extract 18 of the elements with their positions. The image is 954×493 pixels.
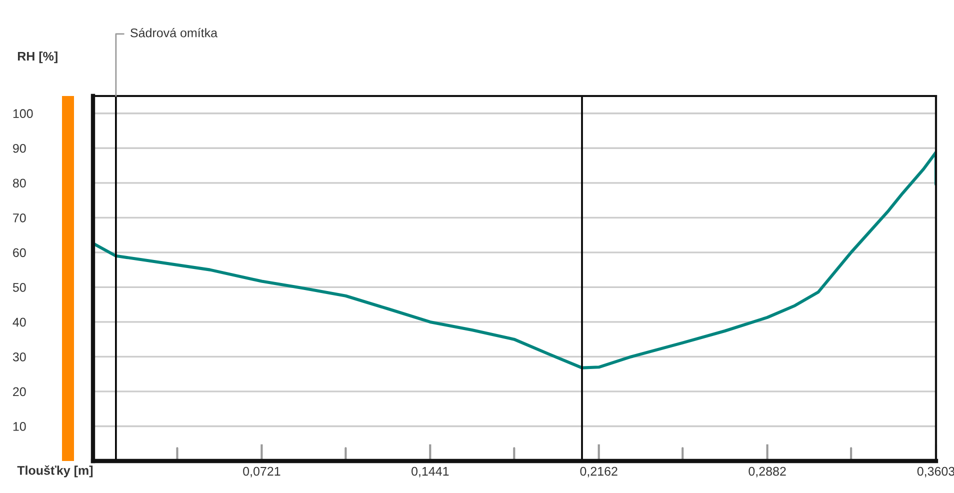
y-tick-label: 70: [13, 213, 26, 222]
x-tick-label: 0,1441: [412, 466, 449, 478]
y-axis-title: RH [%]: [18, 52, 58, 64]
y-tick-label: 40: [12, 318, 26, 327]
x-axis-title: Tloušťky [m]: [17, 465, 93, 478]
x-tick-label: 0,2162: [580, 466, 618, 478]
y-tick-label: 20: [13, 387, 26, 396]
y-tick-label: 100: [13, 109, 33, 118]
y-tick-label: 30: [12, 352, 26, 362]
y-tick-label: 60: [13, 248, 26, 258]
y-tick-label: 50: [12, 282, 26, 292]
x-tick-label: 0,0721: [243, 466, 280, 478]
ref-line-label: Sádrová omítka: [130, 28, 218, 38]
line-series: [93, 150, 936, 370]
x-tick-label: 0,2882: [748, 466, 786, 478]
y-tick-label: 10: [13, 422, 26, 431]
y-tick-label: 80: [12, 178, 26, 188]
y-tick-label: 90: [13, 144, 26, 153]
